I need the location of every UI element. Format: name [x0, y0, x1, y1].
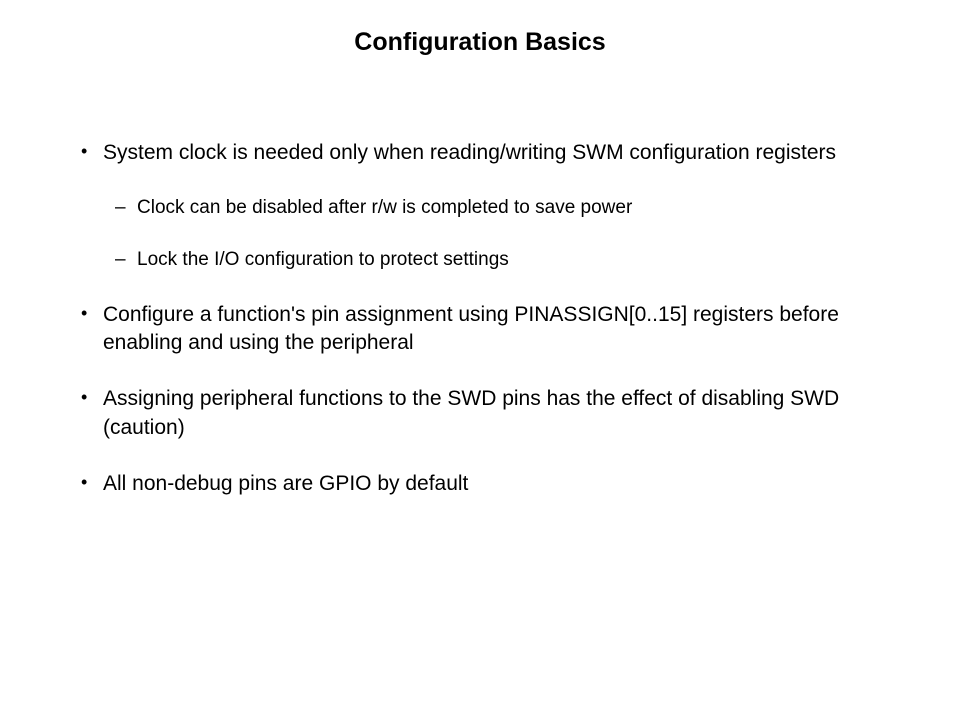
sub-text: Lock the I/O configuration to protect se… [137, 249, 509, 270]
bullet-item: Configure a function's pin assignment us… [75, 301, 885, 358]
sub-item: Lock the I/O configuration to protect se… [111, 247, 885, 273]
slide-content: System clock is needed only when reading… [75, 139, 885, 498]
bullet-item: All non-debug pins are GPIO by default [75, 470, 885, 498]
bullet-text: Configure a function's pin assignment us… [103, 303, 839, 354]
bullet-item: System clock is needed only when reading… [75, 139, 885, 273]
slide-container: Configuration Basics System clock is nee… [0, 0, 960, 720]
bullet-list: System clock is needed only when reading… [75, 139, 885, 498]
bullet-text: Assigning peripheral functions to the SW… [103, 387, 839, 438]
slide-title: Configuration Basics [75, 28, 885, 57]
bullet-item: Assigning peripheral functions to the SW… [75, 385, 885, 442]
sub-list: Clock can be disabled after r/w is compl… [103, 195, 885, 272]
bullet-text: System clock is needed only when reading… [103, 141, 836, 164]
sub-item: Clock can be disabled after r/w is compl… [111, 195, 885, 221]
bullet-text: All non-debug pins are GPIO by default [103, 472, 468, 495]
sub-text: Clock can be disabled after r/w is compl… [137, 197, 632, 218]
